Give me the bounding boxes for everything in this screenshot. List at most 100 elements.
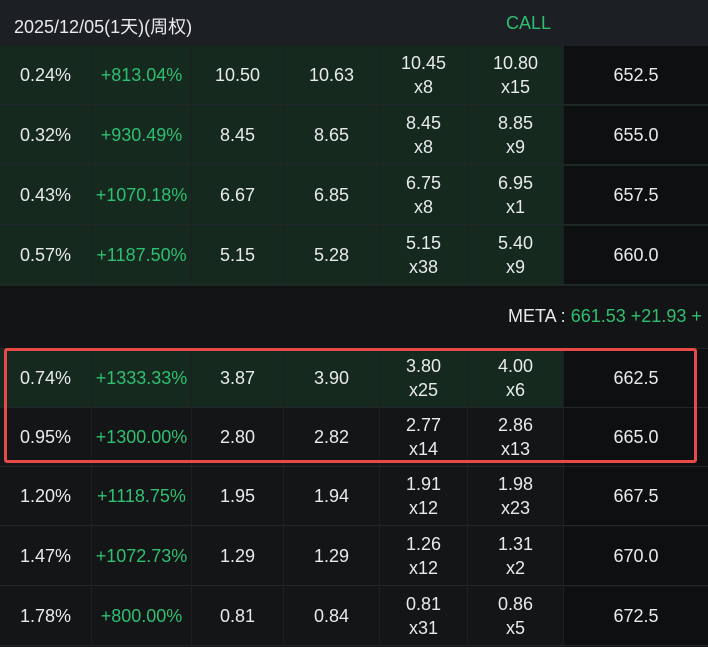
ask-price: 10.80 <box>492 53 539 73</box>
bid-price: 5.15 <box>405 233 442 253</box>
bid-size-cell: 8.45 x8 <box>380 106 468 165</box>
iv-pct-cell: 0.95% <box>0 408 92 467</box>
bid-size: x31 <box>408 618 439 638</box>
ask-cell: 6.85 <box>284 166 380 225</box>
strike-cell: 662.5 <box>564 349 708 408</box>
bid-cell: 8.45 <box>192 106 284 165</box>
ask-cell: 2.82 <box>284 408 380 467</box>
ask-price: 1.98 <box>497 474 534 494</box>
ask-size-cell: 10.80 x15 <box>468 46 564 105</box>
ask-size: x9 <box>505 137 525 157</box>
bid-price: 10.45 <box>400 53 447 73</box>
ask-size: x2 <box>505 558 525 578</box>
bid-cell: 3.87 <box>192 349 284 408</box>
ask-size: x15 <box>500 77 531 97</box>
ask-size-cell: 1.98 x23 <box>468 467 564 526</box>
bid-size-cell: 6.75 x8 <box>380 166 468 225</box>
bid-size: x8 <box>413 197 433 217</box>
ask-price: 2.86 <box>497 415 534 435</box>
strike-cell: 667.5 <box>564 467 708 526</box>
ask-cell: 0.84 <box>284 587 380 646</box>
bid-size-cell: 10.45 x8 <box>380 46 468 105</box>
ask-cell: 10.63 <box>284 46 380 105</box>
change-pct-cell: +1072.73% <box>92 527 192 586</box>
option-row[interactable]: 0.43% +1070.18% 6.67 6.85 6.75 x8 6.95 x1 … <box>0 166 708 226</box>
strike-cell: 657.5 <box>564 166 708 225</box>
bid-size: x38 <box>408 257 439 277</box>
iv-pct-cell: 1.78% <box>0 587 92 646</box>
ask-price: 6.95 <box>497 173 534 193</box>
bid-cell: 1.29 <box>192 527 284 586</box>
bid-size-cell: 1.91 x12 <box>380 467 468 526</box>
change-pct-cell: +1070.18% <box>92 166 192 225</box>
bid-size: x25 <box>408 380 439 400</box>
bid-size: x8 <box>413 77 433 97</box>
option-row[interactable]: 0.95% +1300.00% 2.80 2.82 2.77 x14 2.86 x1… <box>0 408 708 468</box>
option-row[interactable]: 1.20% +1118.75% 1.95 1.94 1.91 x12 1.98 x2… <box>0 467 708 527</box>
bid-cell: 5.15 <box>192 226 284 285</box>
change-pct-cell: +930.49% <box>92 106 192 165</box>
option-row[interactable]: 0.32% +930.49% 8.45 8.65 8.45 x8 8.85 x9 6… <box>0 106 708 166</box>
option-row[interactable]: 0.74% +1333.33% 3.87 3.90 3.80 x25 4.00 x6… <box>0 349 708 409</box>
option-row[interactable]: 1.47% +1072.73% 1.29 1.29 1.26 x12 1.31 x2… <box>0 527 708 587</box>
strike-cell: 652.5 <box>564 46 708 105</box>
ask-price: 4.00 <box>497 356 534 376</box>
bid-size: x12 <box>408 498 439 518</box>
ask-price: 5.40 <box>497 233 534 253</box>
iv-pct-cell: 0.32% <box>0 106 92 165</box>
ask-cell: 8.65 <box>284 106 380 165</box>
iv-pct-cell: 0.74% <box>0 349 92 408</box>
ask-cell: 1.94 <box>284 467 380 526</box>
bid-size: x12 <box>408 558 439 578</box>
bid-size-cell: 2.77 x14 <box>380 408 468 467</box>
bid-price: 8.45 <box>405 113 442 133</box>
change-pct-cell: +1333.33% <box>92 349 192 408</box>
underlying-change: +21.93 <box>630 306 687 326</box>
option-row[interactable]: 0.24% +813.04% 10.50 10.63 10.45 x8 10.80… <box>0 46 708 106</box>
iv-pct-cell: 0.24% <box>0 46 92 105</box>
ask-price: 8.85 <box>497 113 534 133</box>
ask-size: x9 <box>505 257 525 277</box>
change-pct-cell: +1300.00% <box>92 408 192 467</box>
ask-size: x13 <box>500 439 531 459</box>
ask-size-cell: 5.40 x9 <box>468 226 564 285</box>
ask-cell: 5.28 <box>284 226 380 285</box>
iv-pct-cell: 1.47% <box>0 527 92 586</box>
iv-pct-cell: 1.20% <box>0 467 92 526</box>
change-pct-cell: +813.04% <box>92 46 192 105</box>
option-row[interactable]: 1.78% +800.00% 0.81 0.84 0.81 x31 0.86 x5 … <box>0 587 708 647</box>
ask-size-cell: 8.85 x9 <box>468 106 564 165</box>
ask-size-cell: 4.00 x6 <box>468 349 564 408</box>
call-column-title: CALL <box>506 13 552 33</box>
expiry-date-label[interactable]: 2025/12/05(1天)(周权) <box>14 17 193 37</box>
bid-cell: 0.81 <box>192 587 284 646</box>
strike-cell: 672.5 <box>564 587 708 646</box>
ask-price: 1.31 <box>497 534 534 554</box>
option-row[interactable]: 0.57% +1187.50% 5.15 5.28 5.15 x38 5.40 x9… <box>0 226 708 286</box>
ask-size-cell: 0.86 x5 <box>468 587 564 646</box>
bid-price: 6.75 <box>405 173 442 193</box>
bid-cell: 10.50 <box>192 46 284 105</box>
ask-size: x1 <box>505 197 525 217</box>
underlying-symbol: META : <box>508 306 566 326</box>
ask-size-cell: 6.95 x1 <box>468 166 564 225</box>
bid-price: 0.81 <box>405 594 442 614</box>
bid-size-cell: 0.81 x31 <box>380 587 468 646</box>
change-pct-cell: +1118.75% <box>92 467 192 526</box>
strike-cell: 655.0 <box>564 106 708 165</box>
change-pct-cell: +1187.50% <box>92 226 192 285</box>
bid-size: x8 <box>413 137 433 157</box>
bid-price: 2.77 <box>405 415 442 435</box>
ask-price: 0.86 <box>497 594 534 614</box>
strike-cell: 660.0 <box>564 226 708 285</box>
ask-size: x5 <box>505 618 525 638</box>
bid-price: 1.26 <box>405 534 442 554</box>
underlying-quote: META : 661.53 +21.93 + <box>508 306 702 327</box>
bid-price: 1.91 <box>405 474 442 494</box>
strike-cell: 665.0 <box>564 408 708 467</box>
ask-size-cell: 1.31 x2 <box>468 527 564 586</box>
ask-cell: 3.90 <box>284 349 380 408</box>
underlying-price: 661.53 <box>570 306 626 326</box>
bid-cell: 6.67 <box>192 166 284 225</box>
bid-cell: 1.95 <box>192 467 284 526</box>
